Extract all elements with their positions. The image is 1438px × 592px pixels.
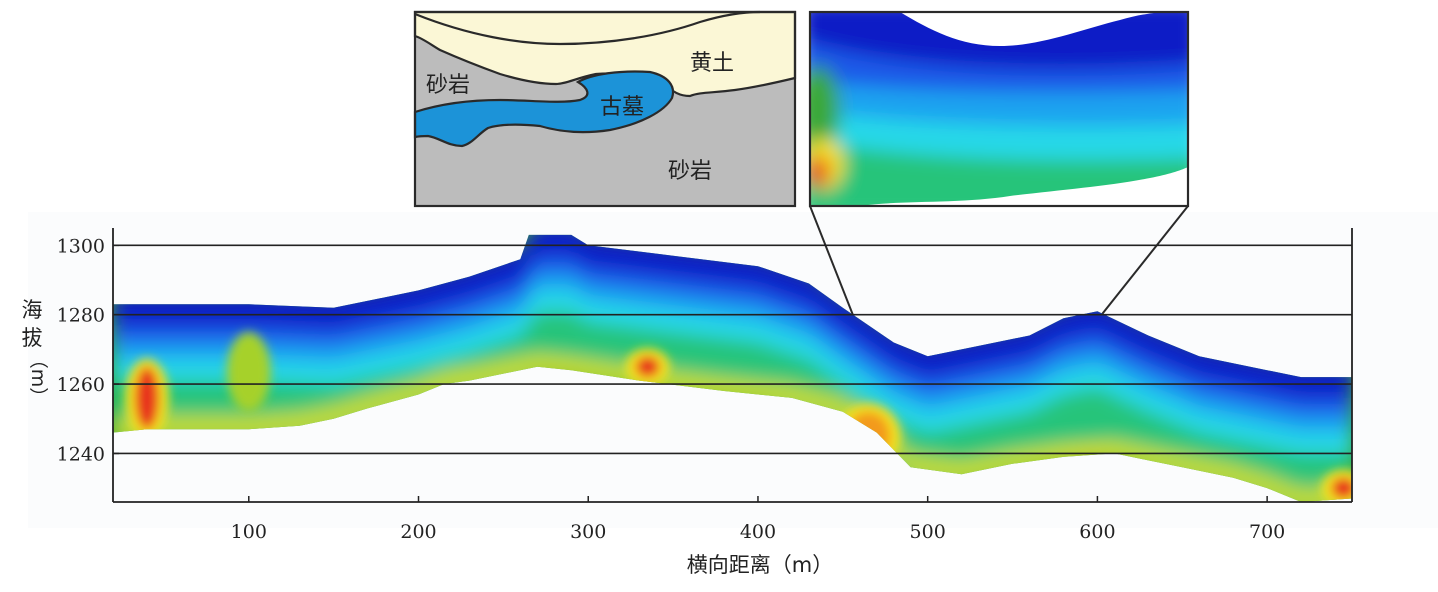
x-tick-label-700: 700 — [1249, 521, 1285, 543]
x-tick-label-600: 600 — [1079, 521, 1115, 543]
zoom-white-top — [900, 12, 1165, 46]
y-tick-label-1300: 1300 — [57, 235, 105, 257]
x-axis-label: 横向距离（m） — [687, 553, 833, 577]
loess-top-boundary — [414, 10, 761, 46]
label-sandstone-lower: 砂岩 — [668, 159, 712, 184]
anomaly-x745 — [1331, 477, 1352, 499]
gridlines — [113, 244, 1352, 455]
y-axis-label-unit: （m） — [27, 350, 49, 407]
anomaly-x100 — [226, 332, 271, 412]
label-sandstone-upper: 砂岩 — [426, 73, 470, 98]
geology-sketch-inset: 黄土 砂岩 古墓 砂岩 — [413, 10, 797, 208]
y-tick-labels: 1240 1260 1280 1300 — [57, 235, 119, 465]
axes — [112, 228, 1353, 503]
zoom-green-left — [810, 66, 840, 154]
y-axis-label-char-2: 拔 — [22, 326, 43, 350]
anomaly-x340 — [635, 356, 660, 378]
y-axis-label-char-1: 海 — [22, 298, 43, 322]
zoom-band-blue — [810, 43, 1188, 101]
x-tick-label-500: 500 — [910, 521, 946, 543]
label-ancient-tomb: 古墓 — [600, 95, 644, 120]
x-tick-label-100: 100 — [231, 521, 267, 543]
zoom-inset — [808, 10, 1190, 208]
sketch-frame-border — [413, 10, 797, 208]
y-tick-label-1260: 1260 — [57, 374, 105, 396]
label-loess: 黄土 — [690, 51, 734, 76]
x-tick-label-300: 300 — [570, 521, 606, 543]
zoom-band-cyan — [810, 111, 1188, 165]
y-tick-label-1240: 1240 — [57, 443, 105, 465]
zoom-white-below — [860, 166, 1188, 206]
loess-layer — [413, 10, 797, 98]
x-tick-labels: 100 200 300 400 500 600 700 — [231, 496, 1285, 543]
zoom-anomaly-red — [810, 156, 829, 188]
x-tick-label-400: 400 — [740, 521, 776, 543]
anomaly-x40 — [134, 366, 159, 430]
tomb-body — [413, 70, 675, 148]
zoom-frame-border — [808, 10, 1190, 208]
x-tick-label-200: 200 — [400, 521, 436, 543]
y-tick-label-1280: 1280 — [57, 305, 105, 327]
